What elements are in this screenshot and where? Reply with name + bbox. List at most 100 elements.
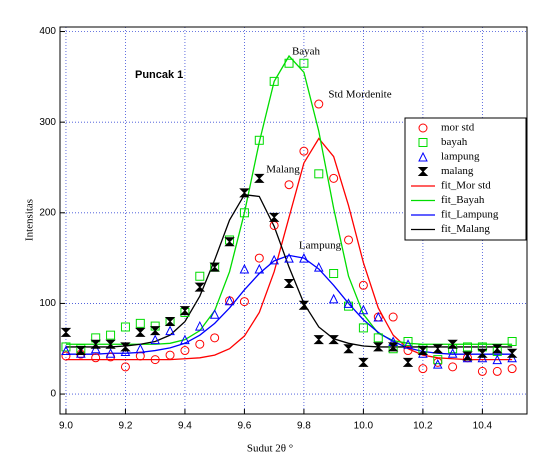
legend-label: fit_Lampung bbox=[441, 209, 499, 221]
x-tick-label: 9.0 bbox=[59, 421, 73, 432]
data-point bbox=[135, 351, 145, 361]
data-point bbox=[150, 334, 160, 345]
legend-swatch bbox=[418, 123, 428, 133]
data-point bbox=[358, 357, 369, 367]
annotation: Bayah bbox=[292, 46, 321, 58]
data-point bbox=[373, 342, 384, 352]
data-point bbox=[328, 293, 339, 304]
data-point bbox=[180, 346, 190, 356]
data-point bbox=[403, 336, 413, 346]
annotation: Std Mordenite bbox=[328, 89, 391, 101]
data-point bbox=[120, 322, 130, 332]
data-point bbox=[254, 253, 264, 263]
data-point bbox=[239, 297, 249, 307]
data-point bbox=[180, 334, 190, 345]
data-point bbox=[224, 237, 235, 247]
data-point bbox=[60, 327, 72, 337]
data-point bbox=[299, 146, 309, 156]
data-point bbox=[239, 263, 250, 274]
data-point bbox=[417, 346, 429, 356]
data-point bbox=[254, 263, 265, 274]
data-point bbox=[507, 336, 517, 346]
data-point bbox=[418, 364, 428, 374]
legend-label: fit_Malang bbox=[441, 223, 490, 235]
data-point bbox=[91, 353, 101, 363]
x-tick-label: 9.4 bbox=[178, 421, 192, 432]
data-point bbox=[373, 333, 383, 343]
data-point bbox=[105, 348, 116, 358]
data-point bbox=[120, 346, 131, 356]
data-point bbox=[224, 295, 235, 306]
data-point bbox=[254, 135, 264, 145]
data-point bbox=[492, 354, 503, 365]
x-tick-label: 9.8 bbox=[297, 421, 311, 432]
data-point bbox=[477, 366, 487, 376]
data-point bbox=[61, 345, 71, 356]
data-point bbox=[492, 344, 503, 354]
data-point bbox=[135, 318, 145, 328]
data-point bbox=[463, 342, 473, 352]
data-point bbox=[492, 366, 502, 376]
data-point bbox=[447, 339, 458, 349]
data-point bbox=[388, 312, 398, 322]
data-point bbox=[61, 342, 71, 352]
data-point bbox=[403, 339, 413, 349]
data-point bbox=[195, 271, 205, 281]
data-point bbox=[433, 355, 443, 365]
data-point bbox=[343, 344, 354, 354]
data-point bbox=[90, 343, 101, 354]
y-axis-label: Intensitas bbox=[24, 199, 36, 241]
data-point bbox=[194, 282, 206, 292]
data-point bbox=[373, 311, 384, 322]
legend-swatch bbox=[417, 167, 429, 176]
plot-frame bbox=[59, 26, 528, 415]
data-point bbox=[507, 364, 517, 374]
data-point bbox=[462, 351, 473, 361]
data-point bbox=[194, 320, 205, 331]
data-point bbox=[298, 300, 310, 310]
data-point bbox=[150, 355, 160, 365]
data-point bbox=[164, 317, 176, 327]
data-point bbox=[135, 343, 146, 354]
data-point bbox=[75, 346, 87, 356]
legend-label: bayah bbox=[441, 136, 468, 148]
data-point bbox=[387, 342, 399, 352]
data-point bbox=[268, 212, 280, 222]
legend-swatch bbox=[418, 151, 428, 162]
data-point bbox=[358, 304, 369, 315]
legend-label: fit_Mor std bbox=[441, 180, 491, 192]
data-point bbox=[432, 344, 443, 354]
data-point bbox=[135, 327, 146, 337]
data-point bbox=[344, 235, 354, 245]
data-point bbox=[120, 362, 130, 372]
data-point bbox=[448, 362, 458, 372]
data-point bbox=[61, 351, 71, 361]
annotation: Puncak 1 bbox=[135, 69, 183, 81]
annotation: Malang bbox=[266, 164, 300, 176]
data-point bbox=[314, 99, 324, 109]
legend-label: mor std bbox=[441, 122, 475, 134]
data-point bbox=[209, 309, 220, 319]
data-point bbox=[239, 188, 250, 198]
data-point bbox=[343, 298, 354, 308]
x-tick-label: 10.4 bbox=[473, 421, 493, 432]
data-point bbox=[477, 352, 488, 363]
data-point bbox=[344, 301, 354, 311]
data-point bbox=[299, 252, 309, 263]
y-tick-label: 0 bbox=[50, 389, 56, 400]
data-point bbox=[195, 339, 205, 349]
x-tick-label: 10.0 bbox=[354, 421, 374, 432]
data-point bbox=[106, 330, 116, 340]
data-point bbox=[165, 350, 175, 360]
data-point bbox=[254, 173, 265, 183]
legend-label: fit_Bayah bbox=[441, 194, 485, 206]
data-point bbox=[313, 335, 324, 345]
data-point bbox=[358, 280, 368, 290]
data-point bbox=[313, 262, 324, 272]
data-point bbox=[284, 180, 294, 190]
data-point bbox=[477, 348, 488, 358]
data-point bbox=[358, 323, 368, 333]
data-point bbox=[403, 346, 413, 356]
data-point bbox=[329, 173, 339, 183]
data-point bbox=[329, 269, 339, 279]
